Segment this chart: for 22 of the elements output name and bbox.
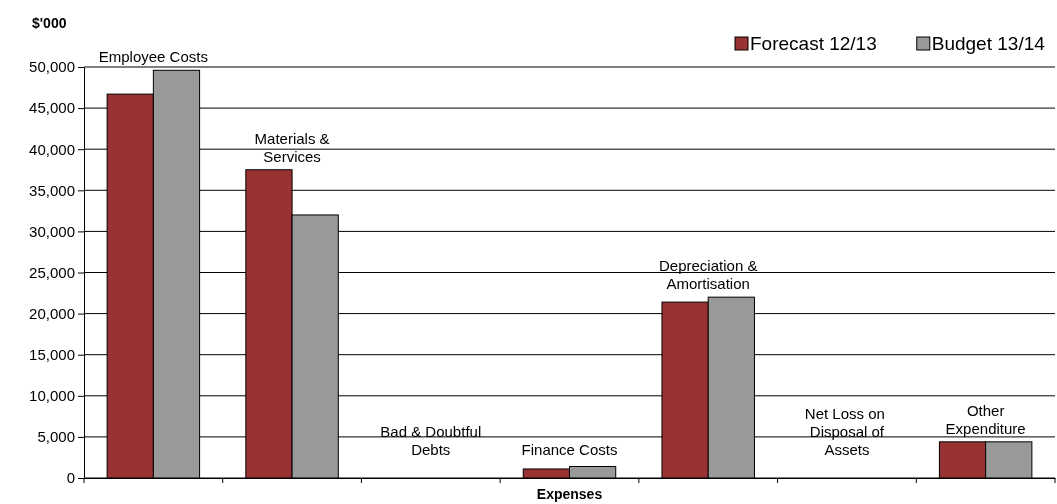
y-tick-label: 30,000 [29, 222, 75, 240]
x-tick-label: Depreciation & Amortisation [659, 257, 758, 293]
y-tick-label: 20,000 [29, 304, 75, 322]
y-tick-label: 25,000 [29, 263, 75, 281]
x-tick-label: Bad & Doubtful Debts [380, 423, 482, 458]
x-tick-label: Net Loss on Disposal of Assets [804, 405, 890, 458]
y-axis-title: $'000 [32, 15, 67, 31]
y-tick-label: 50,000 [29, 58, 75, 76]
legend-label: Forecast 12/13 [750, 33, 877, 54]
y-tick-label: 40,000 [29, 140, 75, 158]
x-tick-label: Finance Costs [521, 441, 618, 458]
y-tick-label: 5,000 [37, 428, 75, 446]
y-tick-label: 45,000 [29, 99, 75, 117]
x-axis-title: Expenses [536, 486, 603, 502]
legend-label: Budget 13/14 [931, 33, 1046, 54]
y-tick-label: 0 [66, 469, 75, 487]
x-tick-label: Other Expenditure [945, 401, 1026, 437]
y-tick-label: 15,000 [29, 346, 75, 363]
x-tick-label: Materials & Services [254, 129, 330, 165]
y-tick-label: 10,000 [29, 387, 75, 405]
x-tick-label: Employee Costs [98, 48, 208, 66]
y-tick-label: 35,000 [29, 181, 75, 199]
